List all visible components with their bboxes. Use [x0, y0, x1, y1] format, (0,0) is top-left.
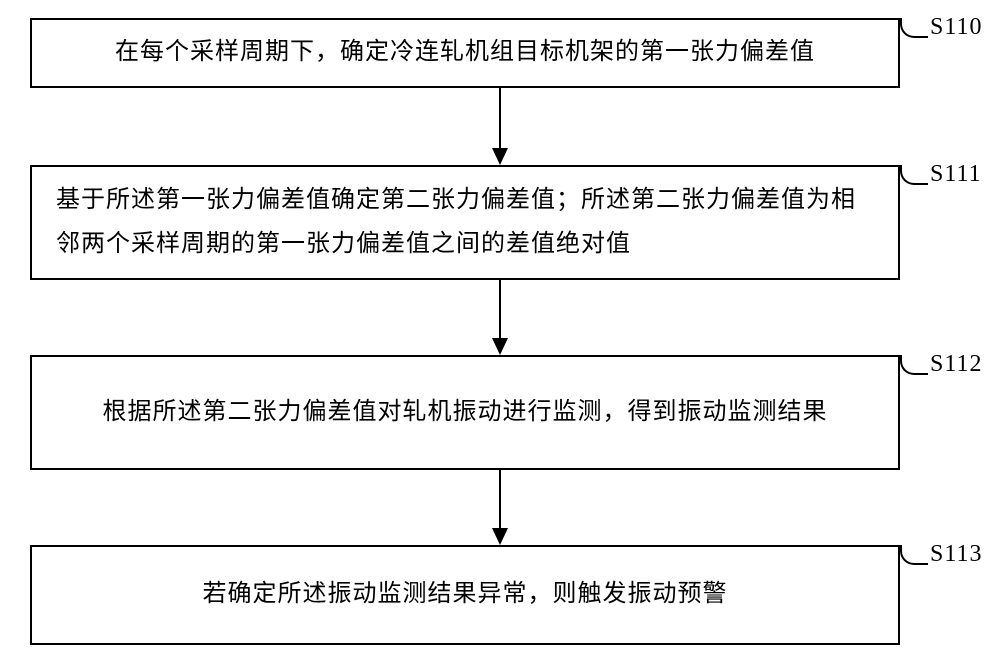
step-text-s113: 若确定所述振动监测结果异常，则触发振动预警	[203, 573, 728, 616]
callout-s112	[900, 355, 928, 375]
step-label-s113: S113	[930, 541, 982, 568]
step-text-s110: 在每个采样周期下，确定冷连轧机组目标机架的第一张力偏差值	[115, 31, 815, 74]
step-box-s112: 根据所述第二张力偏差值对轧机振动进行监测，得到振动监测结果	[30, 355, 900, 470]
callout-s110	[900, 18, 928, 38]
step-label-s110: S110	[930, 14, 982, 41]
step-box-s111: 基于所述第一张力偏差值确定第二张力偏差值；所述第二张力偏差值为相邻两个采样周期的…	[30, 165, 900, 280]
step-label-s111: S111	[930, 161, 982, 188]
flowchart-container: 在每个采样周期下，确定冷连轧机组目标机架的第一张力偏差值 S110 基于所述第一…	[0, 0, 1000, 658]
step-text-s111: 基于所述第一张力偏差值确定第二张力偏差值；所述第二张力偏差值为相邻两个采样周期的…	[56, 179, 874, 265]
arrow-s111-s112	[488, 280, 512, 355]
step-label-s112: S112	[930, 351, 982, 378]
step-box-s110: 在每个采样周期下，确定冷连轧机组目标机架的第一张力偏差值	[30, 18, 900, 88]
callout-s111	[900, 165, 928, 185]
callout-s113	[900, 545, 928, 565]
arrow-s112-s113	[488, 470, 512, 545]
step-text-s112: 根据所述第二张力偏差值对轧机振动进行监测，得到振动监测结果	[103, 391, 828, 434]
step-box-s113: 若确定所述振动监测结果异常，则触发振动预警	[30, 545, 900, 645]
arrow-s110-s111	[488, 88, 512, 165]
